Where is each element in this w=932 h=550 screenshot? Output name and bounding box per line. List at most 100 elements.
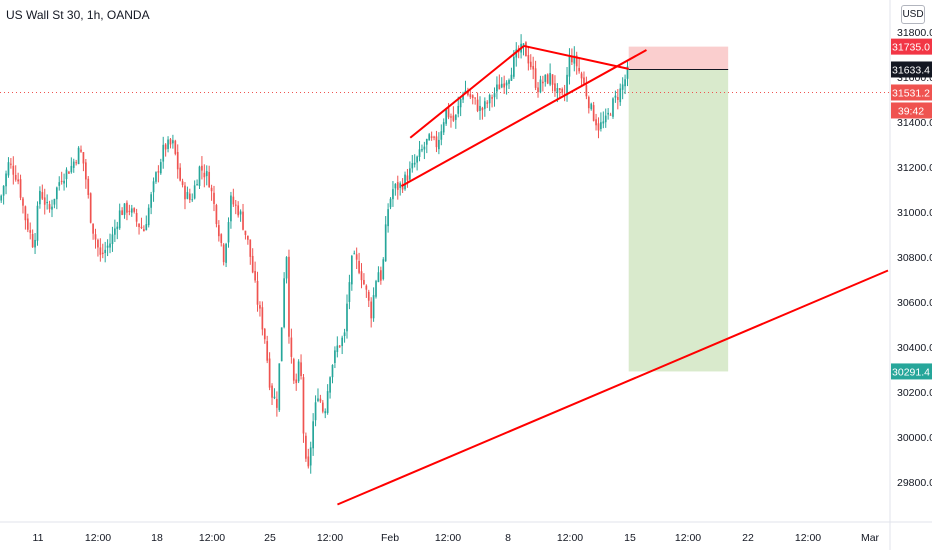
candle-body [292, 359, 295, 381]
candle-body [609, 114, 612, 116]
candle-body [307, 456, 310, 467]
candle-body [382, 259, 385, 279]
candle-body [186, 192, 189, 199]
symbol-title: US Wall St 30, 1h, OANDA [6, 8, 150, 22]
candle-body [266, 341, 269, 361]
candle-body [336, 345, 339, 353]
candle-body [457, 105, 460, 114]
x-tick-label: 12:00 [675, 532, 701, 544]
candle-body [191, 199, 194, 201]
candle-body [604, 115, 607, 123]
candle-body [338, 345, 341, 347]
candle-body [135, 212, 138, 222]
candle-body [147, 207, 150, 226]
candle-body [571, 56, 573, 63]
candle-body [138, 223, 140, 228]
candle-body [24, 206, 27, 221]
candle-body [331, 365, 334, 378]
candle-body [254, 271, 256, 281]
candle-body [360, 271, 363, 281]
candle-body [481, 107, 484, 111]
x-tick-label: 12:00 [199, 532, 225, 544]
candle-body [305, 435, 307, 459]
candle-body [450, 116, 452, 118]
candle-body [512, 56, 515, 77]
candle-body [624, 79, 626, 87]
candle-body [363, 279, 365, 285]
y-tick-label: 30600.0 [897, 297, 932, 309]
candle-body [70, 165, 73, 173]
candle-body [222, 244, 225, 263]
candle-body [590, 103, 593, 110]
candle-body [442, 122, 445, 133]
candle-body [549, 72, 551, 85]
candle-body [612, 98, 614, 117]
candle-body [104, 249, 107, 254]
candle-body [348, 282, 351, 302]
candle-body [208, 171, 211, 188]
candle-body [239, 211, 242, 215]
candle-body [215, 205, 218, 225]
candle-body [387, 209, 389, 227]
candle-body [600, 122, 602, 129]
candle-body [31, 234, 34, 248]
candle-body [176, 152, 179, 170]
candle-body [133, 208, 136, 212]
candle-body [242, 211, 244, 230]
candle-body [263, 328, 266, 340]
candle-body [201, 165, 203, 171]
candle-body [409, 168, 411, 180]
candle-body [585, 85, 588, 97]
y-tick-label: 30200.0 [897, 387, 932, 399]
candle-body [271, 385, 273, 398]
candle-body [203, 172, 206, 178]
candle-body [276, 398, 278, 408]
candle-body [505, 82, 508, 86]
stop-loss-zone [628, 46, 729, 70]
candle-body [196, 184, 198, 186]
candle-body [188, 193, 191, 200]
candle-body [169, 139, 172, 145]
last-price-tag-bg [891, 84, 932, 101]
candle-body [425, 139, 428, 145]
candle-body [438, 139, 440, 150]
candle-body [365, 285, 368, 290]
stop-price-tag-bg [891, 38, 932, 55]
y-tick-label: 29800.0 [897, 477, 932, 489]
candle-body [114, 228, 116, 235]
currency-button[interactable]: USD [901, 5, 925, 24]
y-tick-label: 30000.0 [897, 432, 932, 444]
candle-body [174, 140, 177, 154]
candle-body [184, 185, 186, 200]
candle-body [578, 67, 580, 72]
countdown-tag-bg [891, 102, 932, 119]
x-tick-label: 12:00 [317, 532, 343, 544]
candle-body [118, 210, 121, 229]
candle-body [483, 101, 486, 109]
candle-body [471, 95, 474, 98]
candle-body [614, 95, 617, 98]
candle-body [77, 147, 80, 165]
x-tick-label: 22 [742, 532, 754, 544]
candle-body [283, 278, 285, 328]
candle-body [302, 377, 305, 434]
candle-body [411, 163, 414, 169]
candle-body [343, 332, 346, 337]
candle-body [234, 204, 237, 206]
candle-body [503, 83, 506, 88]
candle-body [99, 247, 102, 255]
candle-body [575, 55, 578, 67]
candle-body [247, 235, 249, 240]
candle-body [116, 226, 119, 230]
candle-body [525, 42, 527, 57]
candle-body [396, 182, 399, 190]
candle-body [602, 121, 605, 124]
candle-body [626, 66, 629, 79]
candle-body [80, 149, 82, 152]
candle-body [167, 139, 169, 149]
candle-body [143, 229, 145, 232]
candle-body [48, 204, 51, 210]
trendline [400, 49, 647, 187]
candle-body [433, 136, 435, 138]
